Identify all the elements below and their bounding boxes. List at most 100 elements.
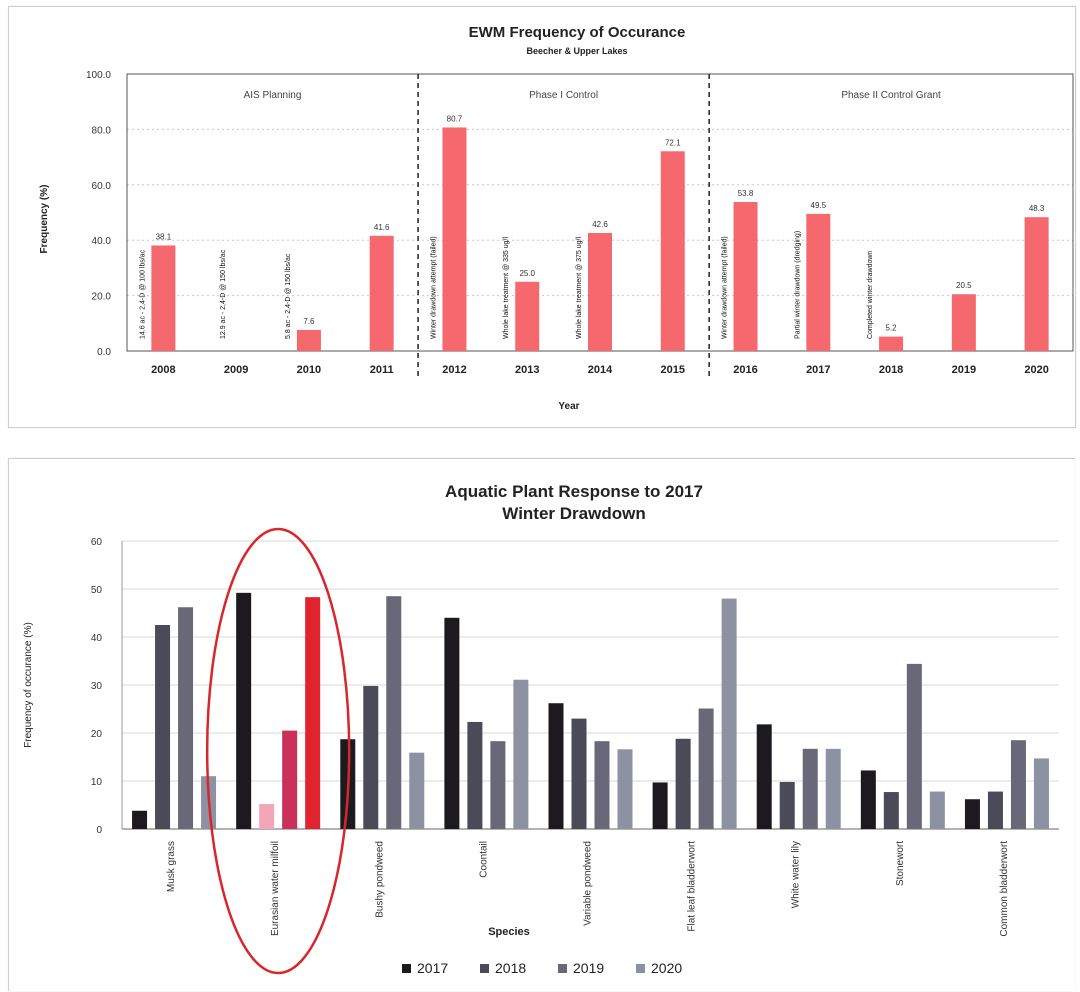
- bar: [155, 625, 171, 829]
- data-label: 20.5: [956, 281, 972, 290]
- legend-label: 2018: [495, 960, 526, 976]
- bar: [860, 770, 876, 829]
- bar: [825, 748, 841, 829]
- bar: [721, 598, 737, 829]
- y-tick-label: 30: [91, 681, 103, 692]
- x-tick-label: 2012: [442, 364, 466, 376]
- x-tick-label: 2017: [806, 364, 830, 376]
- aquatic-plant-response-chart-panel: Aquatic Plant Response to 2017 Winter Dra…: [8, 458, 1075, 991]
- y-tick-label: 10: [91, 777, 103, 788]
- bar: [1033, 758, 1049, 829]
- data-label: 53.8: [738, 189, 754, 198]
- legend-label: 2017: [417, 960, 448, 976]
- bar: [282, 730, 298, 829]
- x-tick-label: Common bladderwort: [999, 841, 1010, 937]
- bar: [178, 607, 194, 829]
- bar: [467, 721, 483, 829]
- y-tick-label: 50: [91, 585, 103, 596]
- treatment-annotation: Partial winter drawdown (dredging): [794, 231, 801, 339]
- y-tick-label: 20: [91, 729, 103, 740]
- bar: [806, 213, 831, 351]
- data-label: 42.6: [592, 220, 608, 229]
- x-tick-label: 2009: [224, 364, 248, 376]
- bar: [442, 127, 467, 351]
- x-tick-label: 2014: [588, 364, 613, 376]
- y-tick-label: 0: [96, 825, 102, 836]
- data-label: 72.1: [665, 138, 681, 147]
- legend-label: 2020: [651, 960, 682, 976]
- bar: [386, 596, 402, 829]
- x-tick-label: 2020: [1024, 364, 1048, 376]
- legend-swatch: [558, 964, 567, 973]
- bar: [660, 151, 685, 351]
- x-tick-label: 2018: [879, 364, 903, 376]
- x-tick-label: 2013: [515, 364, 539, 376]
- y-axis-title: Frequency of occurance (%): [23, 622, 34, 748]
- treatment-annotation: Whole lake treatment @ 335 ug/l: [503, 237, 510, 339]
- bar: [132, 810, 148, 829]
- x-tick-label: Stonewort: [895, 841, 906, 886]
- y-tick-label: 80.0: [92, 125, 112, 136]
- bar: [964, 799, 980, 829]
- x-tick-label: 2019: [952, 364, 976, 376]
- bar: [675, 738, 691, 829]
- bar: [883, 792, 899, 829]
- bar: [594, 741, 610, 829]
- bar: [259, 804, 275, 829]
- bar: [151, 245, 176, 351]
- phase-label: Phase I Control: [529, 90, 598, 101]
- treatment-annotation: 5.8 ac - 2,4-D @ 150 lbs/ac: [285, 253, 292, 339]
- bar: [756, 724, 772, 829]
- bar: [1024, 217, 1049, 351]
- y-tick-label: 40: [91, 633, 103, 644]
- bar: [652, 782, 668, 829]
- x-tick-label: 2011: [370, 364, 394, 376]
- bar: [369, 235, 394, 351]
- y-tick-label: 60.0: [92, 181, 112, 192]
- data-label: 49.5: [811, 201, 827, 210]
- chart-title-line: Aquatic Plant Response to 2017: [445, 482, 703, 501]
- bar: [588, 232, 612, 351]
- x-axis-title: Species: [488, 926, 530, 938]
- x-tick-label: Flat leaf bladderwort: [687, 841, 698, 932]
- data-label: 38.1: [156, 232, 172, 241]
- bar: [906, 663, 922, 829]
- x-tick-label: 2010: [297, 364, 321, 376]
- y-tick-label: 20.0: [92, 292, 112, 303]
- bar: [305, 597, 321, 829]
- phase-label: Phase II Control Grant: [841, 90, 941, 101]
- aquatic-plant-response-chart: Aquatic Plant Response to 2017 Winter Dra…: [23, 482, 1059, 976]
- phase-label: AIS Planning: [244, 90, 302, 101]
- bar: [490, 741, 506, 829]
- x-tick-label: 2016: [733, 364, 757, 376]
- chart-subtitle: Beecher & Upper Lakes: [526, 46, 627, 56]
- bar: [444, 617, 460, 829]
- legend-swatch: [402, 964, 411, 973]
- treatment-annotation: Winter drawdown attempt (failed): [430, 236, 437, 339]
- y-tick-label: 60: [91, 537, 103, 548]
- bar: [513, 679, 529, 829]
- bar: [779, 781, 795, 829]
- bar: [733, 201, 758, 351]
- treatment-annotation: Completed winter drawdown: [867, 251, 874, 339]
- ewm-frequency-chart: EWM Frequency of Occurance Beecher & Uppe…: [39, 24, 1074, 412]
- bar: [363, 685, 379, 829]
- x-tick-label: White water lily: [791, 841, 802, 908]
- bar: [951, 294, 976, 351]
- bar: [879, 336, 904, 351]
- bar: [236, 592, 252, 829]
- y-tick-label: 0.0: [97, 347, 111, 358]
- y-axis-title: Frequency (%): [39, 185, 50, 254]
- x-tick-label: Coontail: [478, 841, 489, 878]
- chart-title: EWM Frequency of Occurance: [469, 24, 686, 41]
- data-label: 48.3: [1029, 204, 1045, 213]
- data-label: 41.6: [374, 223, 390, 232]
- bar: [515, 281, 540, 351]
- bar: [1010, 740, 1026, 829]
- x-tick-label: Eurasian water milfoil: [270, 841, 281, 936]
- bar: [296, 329, 321, 351]
- legend-swatch: [636, 964, 645, 973]
- y-tick-label: 100.0: [86, 70, 111, 81]
- bar: [987, 791, 1003, 829]
- legend-label: 2019: [573, 960, 604, 976]
